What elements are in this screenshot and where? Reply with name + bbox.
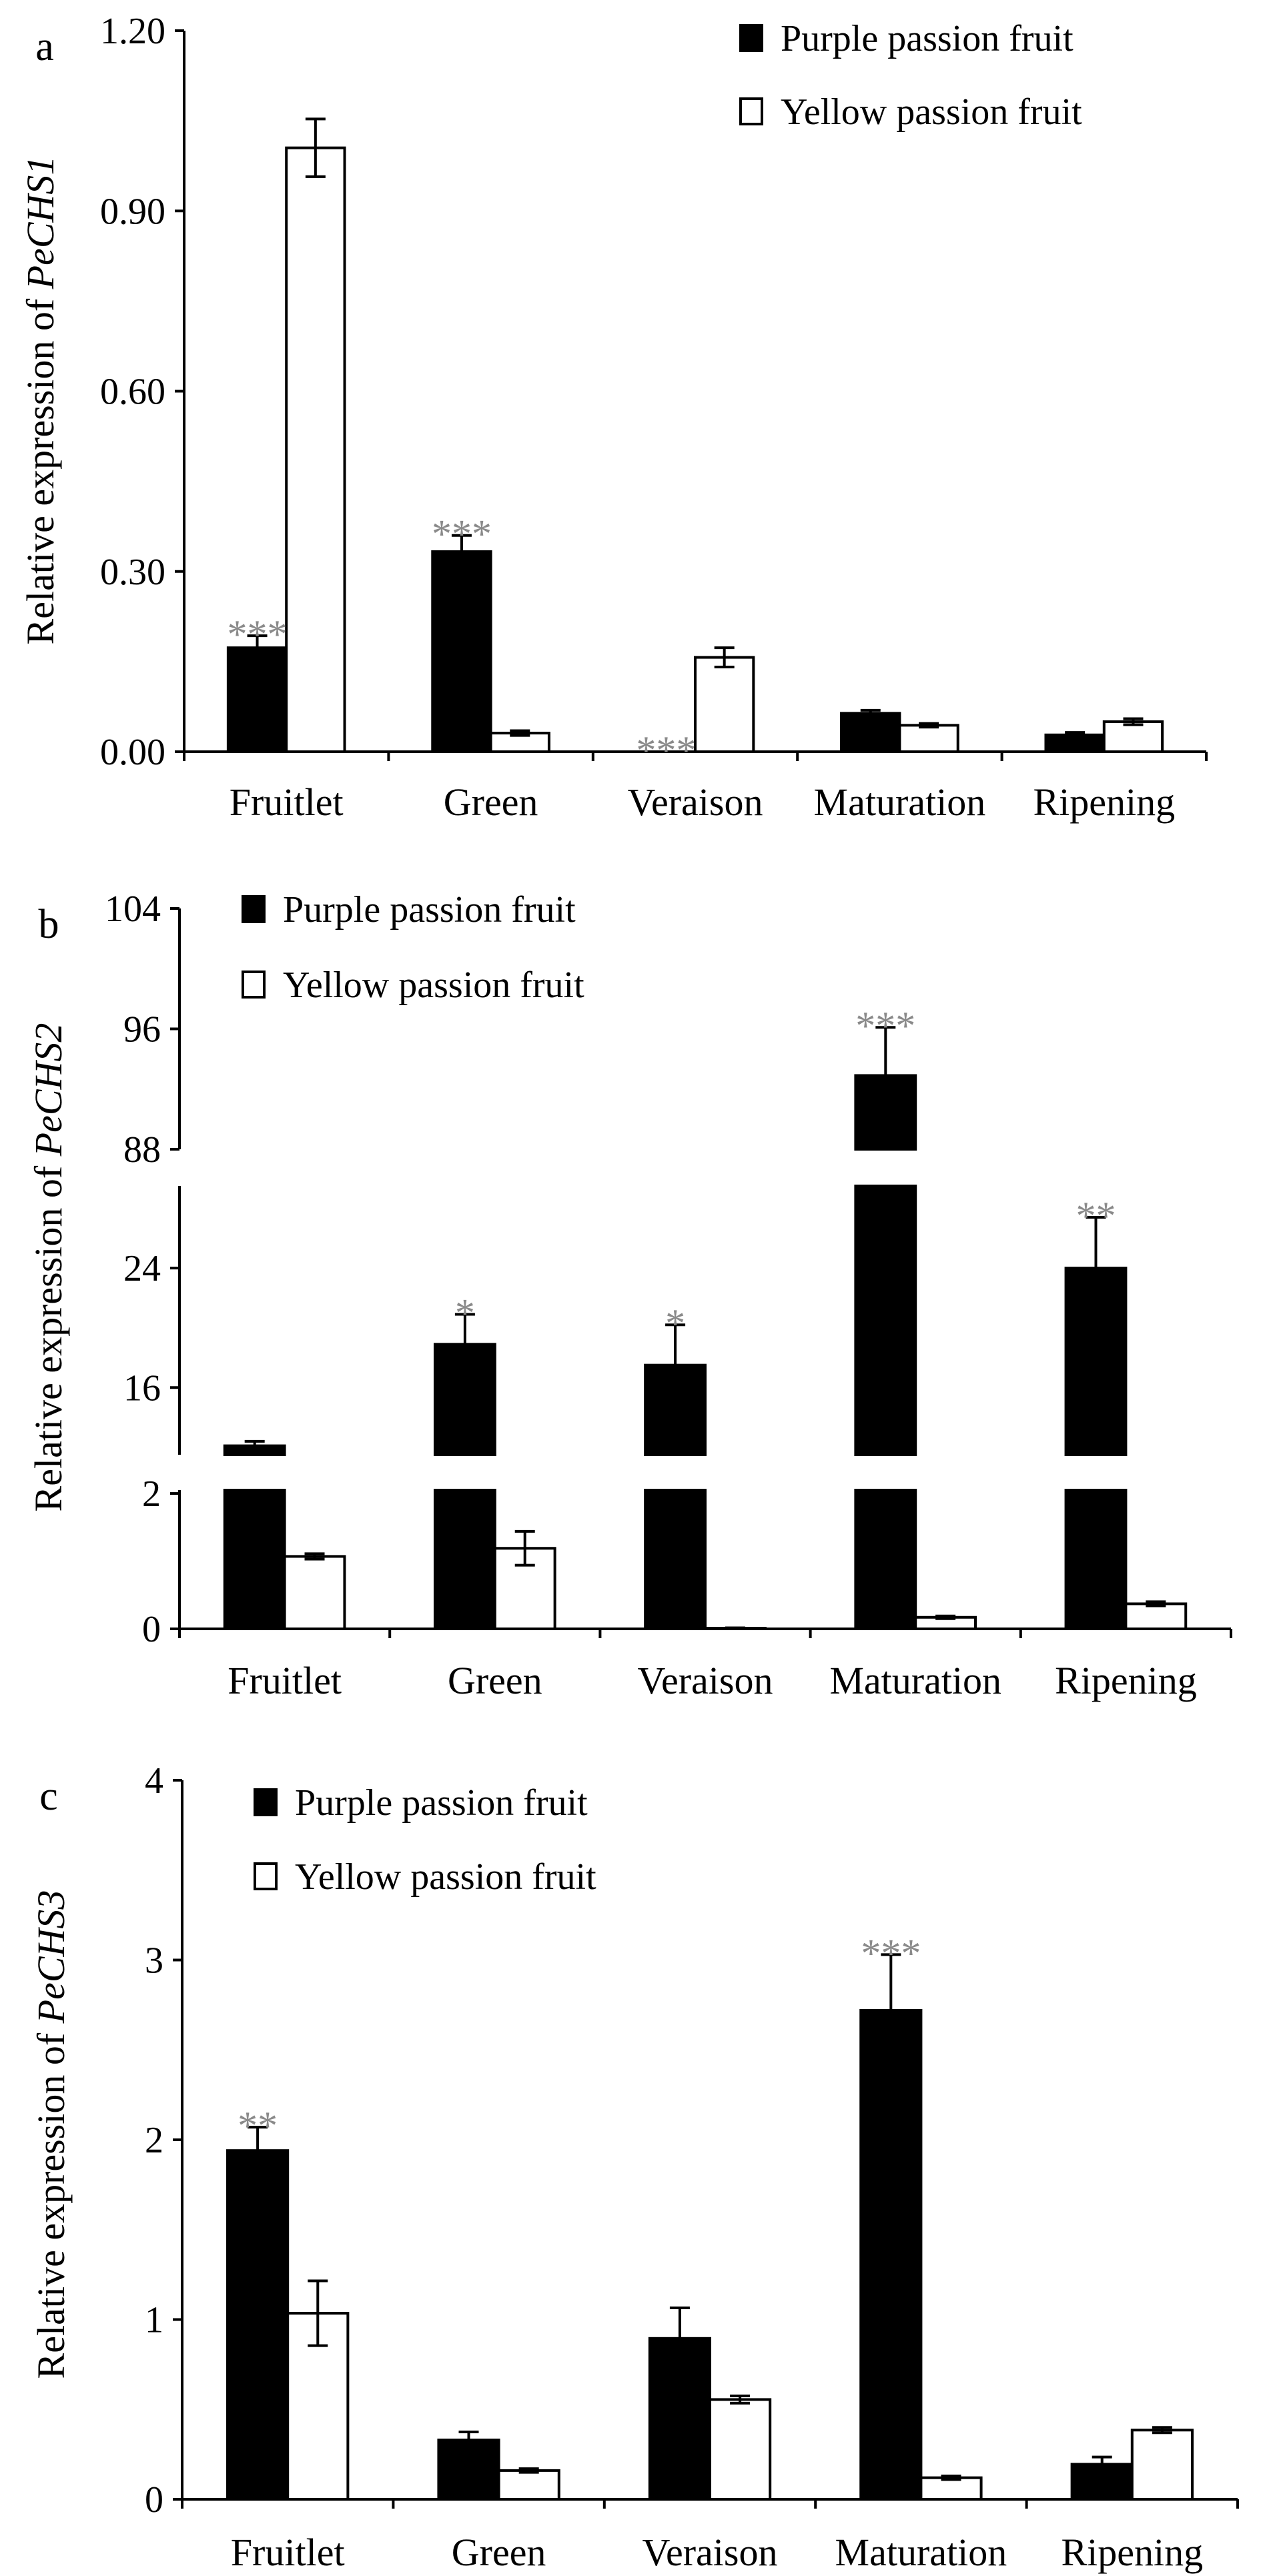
y-tick-label: 88 [123,1129,161,1171]
y-axis-label-gene: PeCHS3 [29,1890,73,2024]
bar-purple [431,550,492,754]
panel-a: a 0.00 0.30 0.60 0.90 1.20 Fruitlet *** Green ***… [19,11,1208,824]
x-tick-label: Maturation [829,1659,1001,1702]
y-tick-label: 104 [105,888,161,930]
y-tick-label: 2 [142,1473,161,1515]
x-tick-label: Green [452,2531,546,2574]
bar-yellow [285,146,346,754]
x-tick-label: Ripening [1033,780,1175,824]
legend-swatch [254,1788,278,1816]
x-tick-label: Green [444,780,538,824]
bar-yellow [694,656,755,753]
bar-yellow [898,724,959,753]
y-tick-label: 1 [145,2300,163,2341]
legend-swatch [242,895,266,923]
x-tick-label: Fruitlet [228,1659,342,1702]
x-tick-label: Veraison [628,780,763,824]
significance-stars: *** [636,728,696,772]
y-axis-label-prefix: Relative expression of [19,289,62,644]
significance-stars: * [455,1291,475,1335]
bar-yellow [1130,2429,1194,2501]
legend-swatch [254,1862,278,1890]
bar-purple [1044,733,1106,753]
legend-swatch [242,971,266,999]
significance-stars: *** [855,1004,915,1048]
panel-c: c 0 1 2 3 4 Fruitlet ** Green Veraison Maturation *… [29,1760,1239,2574]
y-axis-label-gene: PeCHS1 [19,156,62,290]
x-tick-label: Maturation [835,2531,1007,2574]
y-axis-label-gene: PeCHS2 [27,1023,70,1157]
bar-purple [854,1489,917,1630]
bar-yellow [919,2476,983,2501]
panel-letter: c [39,1774,58,1819]
x-tick-label: Green [448,1659,542,1702]
y-tick-label: 0.30 [100,552,165,593]
legend-label: Purple passion fruit [781,18,1074,59]
bar-purple [433,1489,496,1630]
y-tick-label: 0 [145,2479,163,2521]
bar-purple [226,646,288,753]
y-tick-label: 0 [142,1609,161,1650]
panel-b: b 0 2 16 24 88 96 104 Fruitlet Green * Veraison * Mat… [27,888,1232,1702]
y-tick-label: 0.60 [100,372,165,413]
legend-label: Yellow passion fruit [295,1856,596,1898]
y-tick-label: 2 [145,2120,163,2161]
bar-purple [840,712,901,754]
bar-purple [1064,1489,1128,1630]
y-tick-label: 24 [123,1248,161,1289]
x-tick-label: Ripening [1055,1659,1197,1702]
bar-purple [859,2008,923,2501]
x-tick-label: Maturation [814,780,986,824]
x-tick-label: Ripening [1061,2531,1203,2574]
y-axis-label: Relative expression of PeCHS2 [27,1023,70,1512]
significance-stars: ** [238,2104,278,2148]
significance-stars: *** [228,612,288,656]
legend-swatch [739,24,763,52]
y-axis-label-prefix: Relative expression of [27,1156,70,1511]
bar-yellow [1102,720,1164,754]
legend-label: Purple passion fruit [295,1782,588,1824]
bar-yellow [497,2469,560,2501]
y-tick-label: 96 [123,1009,161,1051]
bar-yellow [1124,1602,1188,1630]
significance-stars: *** [432,512,492,556]
y-axis-label: Relative expression of PeCHS3 [29,1890,73,2379]
y-tick-label: 16 [123,1367,161,1409]
bar-purple [854,1185,917,1456]
legend-swatch [739,97,763,125]
significance-stars: * [665,1301,685,1345]
significance-stars: ** [1076,1194,1116,1238]
legend-label: Purple passion fruit [283,889,576,930]
panel-letter: a [35,24,54,69]
y-axis-label-prefix: Relative expression of [29,2023,73,2379]
y-tick-label: 3 [145,1940,163,1982]
y-tick-label: 1.20 [100,11,165,52]
y-axis-label: Relative expression of PeCHS1 [19,156,62,645]
x-tick-label: Veraison [643,2531,778,2574]
y-tick-label: 0.90 [100,191,165,232]
x-tick-label: Fruitlet [230,780,344,824]
bar-purple [437,2439,500,2501]
bar-purple [644,1489,707,1630]
y-tick-label: 0.00 [100,732,165,773]
panel-letter: b [39,902,59,947]
bar-yellow [283,1555,346,1630]
bar-purple [223,1489,286,1630]
y-tick-label: 4 [145,1760,163,1802]
x-tick-label: Fruitlet [231,2531,345,2574]
legend-label: Yellow passion fruit [283,964,584,1006]
bar-yellow [709,2398,772,2501]
x-tick-label: Veraison [638,1659,773,1702]
bar-purple [226,2149,290,2501]
legend-label: Yellow passion fruit [781,91,1082,133]
significance-stars: *** [861,1931,921,1975]
